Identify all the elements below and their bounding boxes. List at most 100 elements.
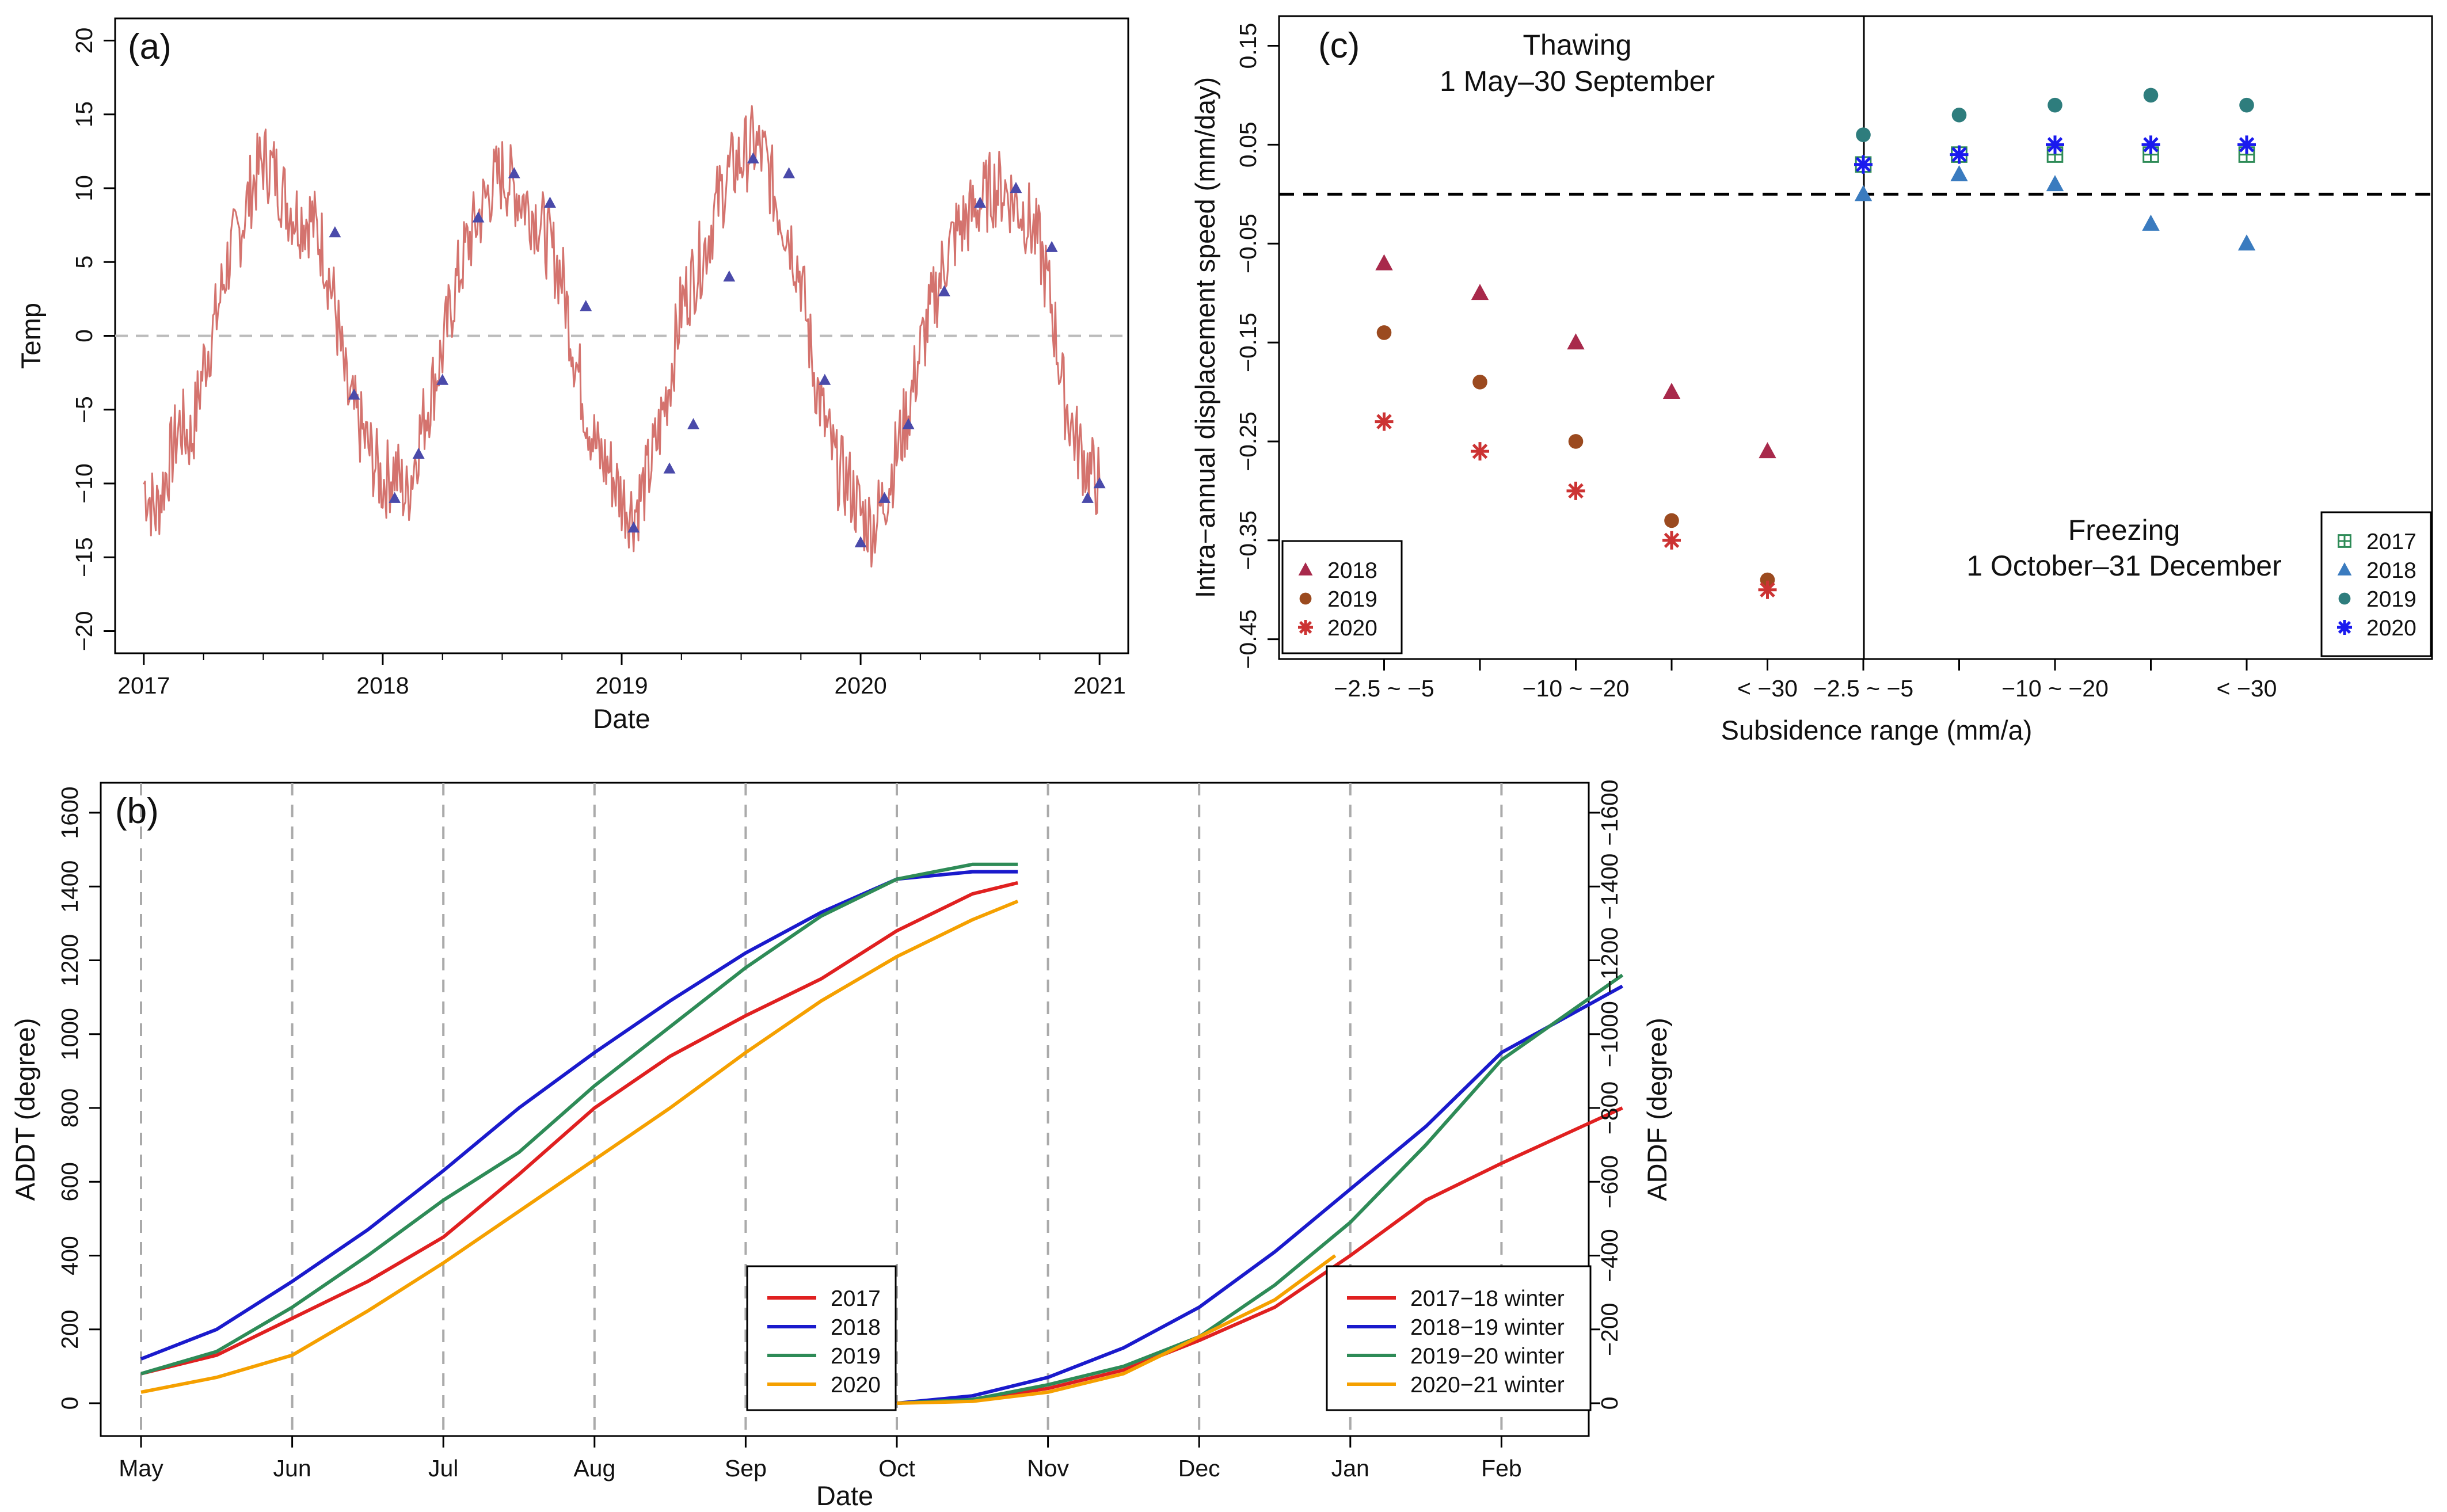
temperature-marker xyxy=(412,447,425,459)
legend-label: 2020 xyxy=(1327,616,1377,641)
panel-b-frame xyxy=(100,782,1590,1437)
thawing-point-2020 xyxy=(1471,442,1489,461)
temperature-marker xyxy=(389,492,401,503)
x-tick-label: Oct xyxy=(878,1455,915,1481)
freezing-point-2018 xyxy=(2142,214,2160,231)
triangle-shape xyxy=(1045,241,1058,252)
temperature-marker xyxy=(723,270,736,282)
panel-b-yticks: 0 200 400 600 800 1000 1200 1400 1600 xyxy=(56,786,101,1410)
legend-marker xyxy=(1299,592,1312,605)
legend-label: 2017 xyxy=(831,1286,881,1311)
triangle-shape xyxy=(412,447,425,459)
panel-a: 2017 2018 2019 2020 2021 −20 −15 −10 −5 0 5 10 15 20… xyxy=(16,17,1129,734)
triangle-shape xyxy=(2237,234,2256,251)
thaw-line-2020 xyxy=(140,900,1019,1394)
circle-shape xyxy=(1951,108,1967,123)
thawing-point-2020 xyxy=(1375,412,1394,431)
temperature-marker xyxy=(580,300,592,311)
temperature-marker xyxy=(938,285,950,296)
freeze-line-2019−20 winter xyxy=(896,973,1624,1405)
triangle-shape xyxy=(854,536,867,547)
thawing-point-2020 xyxy=(1758,580,1777,599)
y-tick-label: −20 xyxy=(71,611,97,652)
x-tick-label: 2020 xyxy=(834,672,886,699)
circle-shape xyxy=(2239,97,2254,113)
panel-a-label: (a) xyxy=(128,27,172,67)
y-right-tick-label: −1600 xyxy=(1596,779,1623,845)
triangle-shape xyxy=(2046,175,2064,192)
legend-label: 2020 xyxy=(2366,616,2416,641)
y-tick-label: −0.05 xyxy=(1235,214,1261,273)
legend-label: 2019 xyxy=(2366,587,2416,612)
triangle-shape xyxy=(902,418,915,429)
temperature-marker xyxy=(783,167,796,178)
y-tick-label: −15 xyxy=(71,537,97,577)
circle-shape xyxy=(1299,592,1312,605)
triangle-shape xyxy=(580,300,592,311)
x-tick-label: Jun xyxy=(273,1455,311,1481)
x-tick-label: −10 ~ −20 xyxy=(2001,675,2109,702)
thawing-point-2020 xyxy=(1566,481,1585,500)
temperature-marker xyxy=(687,418,699,429)
y-tick-label: 800 xyxy=(56,1088,83,1128)
temperature-marker xyxy=(1045,241,1058,252)
x-tick-label: 2017 xyxy=(117,672,170,699)
legend-label: 2017−18 winter xyxy=(1410,1286,1565,1311)
legend-label: 2017 xyxy=(2366,530,2416,554)
triangle-shape xyxy=(1950,165,1968,181)
y-right-tick-label: 0 xyxy=(1596,1397,1623,1410)
triangle-shape xyxy=(783,167,796,178)
thawing-point-2019 xyxy=(1568,434,1584,449)
circle-shape xyxy=(1664,513,1679,528)
legend-marker xyxy=(2338,534,2351,548)
star-stroke xyxy=(2143,137,2159,153)
y-tick-label: −0.35 xyxy=(1235,511,1261,570)
x-tick-label: Jan xyxy=(1331,1455,1369,1481)
thaw-line-2019 xyxy=(140,862,1018,1376)
y-tick-label: 0 xyxy=(71,329,97,342)
triangle-shape xyxy=(2337,562,2352,576)
panel-c-label: (c) xyxy=(1318,26,1360,66)
y-right-tick-label: −1000 xyxy=(1596,1001,1623,1067)
panel-b-ylabel-right: ADDF (degree) xyxy=(1642,1018,1672,1201)
freezing-point-2018 xyxy=(1950,165,1968,181)
x-tick-label: May xyxy=(119,1455,163,1481)
triangle-shape xyxy=(1759,442,1776,459)
legend-box xyxy=(1326,1265,1592,1411)
y-right-tick-label: −200 xyxy=(1596,1303,1623,1356)
triangle-shape xyxy=(389,492,401,503)
circle-shape xyxy=(1472,375,1487,390)
temperature-marker xyxy=(1010,181,1022,193)
triangle-shape xyxy=(723,270,736,282)
x-tick-label: 2018 xyxy=(356,672,409,699)
panel-c-frame xyxy=(1278,15,2433,660)
y-tick-label: 400 xyxy=(56,1236,83,1275)
star-stroke xyxy=(2239,137,2255,153)
panel-a-ylabel: Temp xyxy=(16,303,46,369)
x-tick-label: Nov xyxy=(1027,1455,1069,1481)
triangle-shape xyxy=(974,196,987,208)
y-right-tick-label: −600 xyxy=(1596,1155,1623,1208)
y-tick-label: 10 xyxy=(71,175,97,201)
freezing-period: 1 October–31 December xyxy=(1966,550,2282,582)
thaw-line-2017 xyxy=(140,881,1018,1376)
x-tick-label: −2.5 ~ −5 xyxy=(1813,675,1913,702)
y-tick-label: −10 xyxy=(71,463,97,504)
thawing-point-2018 xyxy=(1759,442,1776,459)
temperature-marker xyxy=(854,536,867,547)
star-stroke xyxy=(1951,147,1967,162)
freezing-title: Freezing xyxy=(2068,514,2180,546)
legend-marker xyxy=(1298,562,1313,576)
triangle-shape xyxy=(819,374,831,385)
panel-a-markers xyxy=(329,152,1106,547)
thawing-point-2020 xyxy=(1662,531,1681,550)
panel-c-yticks: −0.45 −0.35 −0.25 −0.15 −0.05 0.05 0.15 xyxy=(1235,23,1279,669)
panel-a-series xyxy=(143,105,1101,568)
triangle-shape xyxy=(938,285,950,296)
freezing-point-2019 xyxy=(2239,97,2254,113)
triangle-shape xyxy=(544,196,556,208)
star-stroke xyxy=(1855,157,1871,173)
panel-b-label: (b) xyxy=(115,791,159,831)
legend-marker xyxy=(1298,620,1313,635)
panel-b-xlabel: Date xyxy=(816,1480,873,1511)
